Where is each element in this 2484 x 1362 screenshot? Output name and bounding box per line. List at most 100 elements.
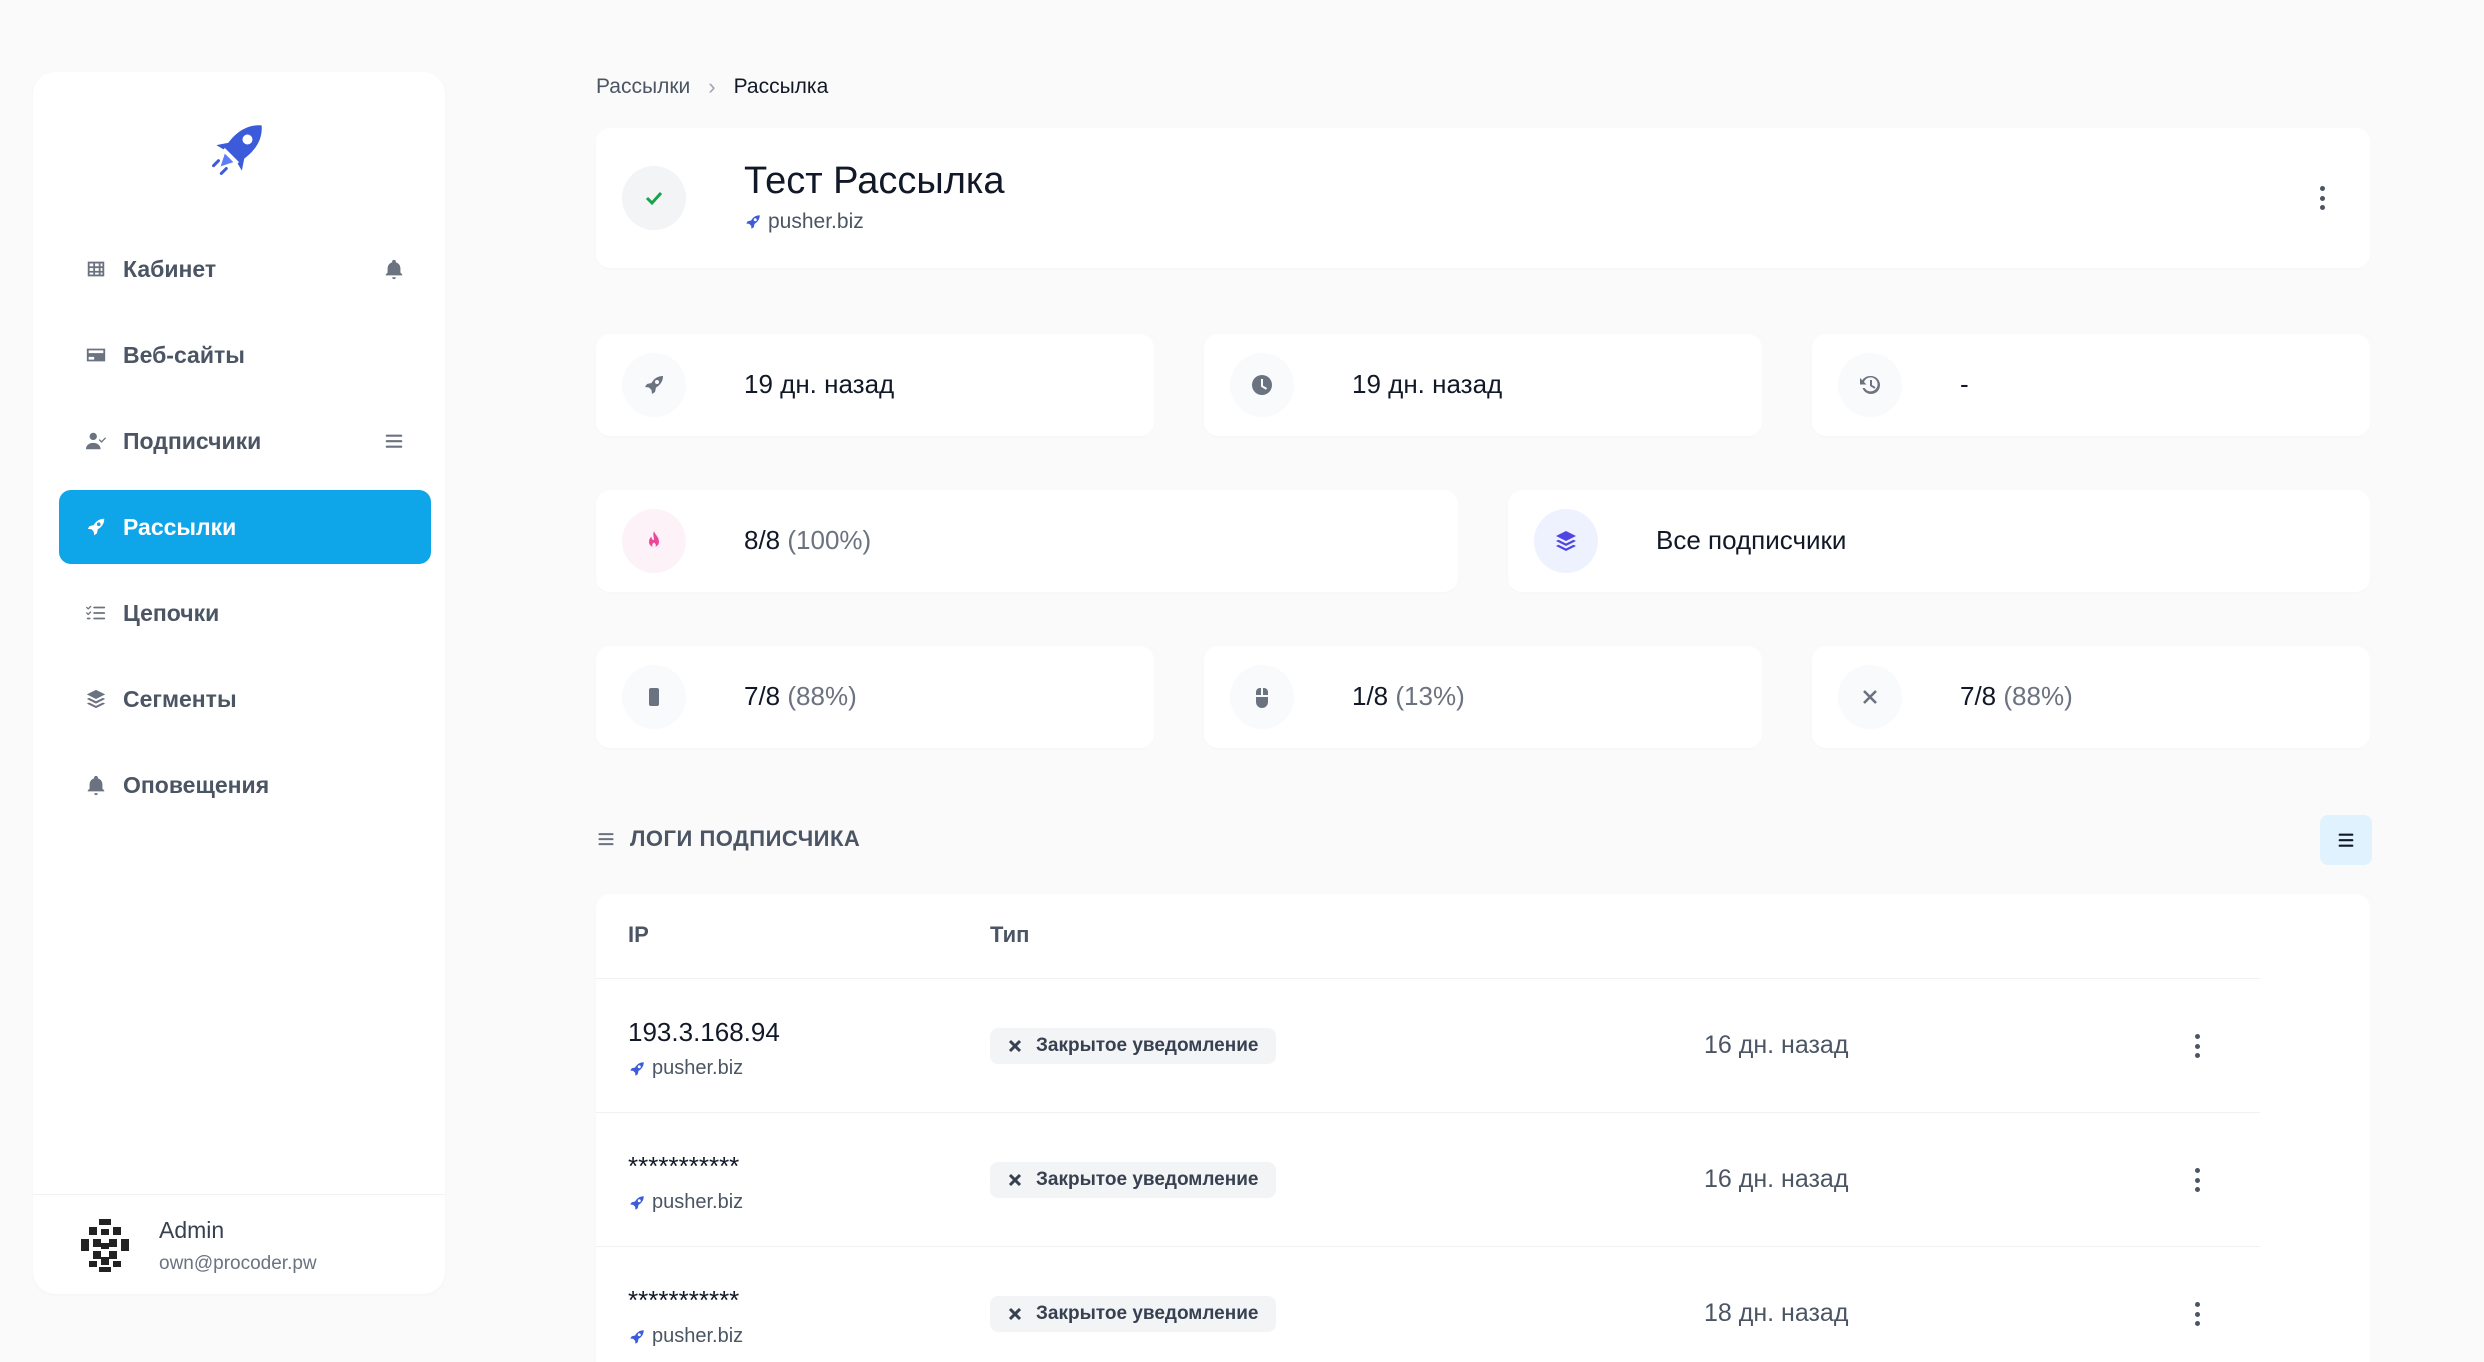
column-header-ip[interactable]: IP [628, 922, 649, 947]
stat-shown-value: 7/8 (88%) [744, 681, 857, 712]
sidebar-item-label: Кабинет [123, 255, 217, 282]
stat-clicked: 1/8 (13%) [1204, 646, 1762, 748]
mobile-icon [622, 665, 686, 729]
logs-title-text: ЛОГИ ПОДПИСЧИКА [630, 826, 861, 851]
breadcrumb: Рассылки › Рассылка [596, 74, 828, 100]
sidebar-item-chains[interactable]: Цепочки [59, 576, 431, 650]
user-check-icon [85, 430, 107, 452]
user-email: own@procoder.pw [159, 1253, 317, 1274]
rocket-logo-icon[interactable] [199, 108, 279, 188]
row-ip: 193.3.168.94 [628, 1017, 780, 1047]
stat-delivered-value: 8/8 (100%) [744, 525, 871, 556]
sidebar-item-websites[interactable]: Веб-сайты [59, 318, 431, 392]
checklist-icon [85, 602, 107, 624]
layers-icon [1534, 509, 1598, 573]
breadcrumb-current: Рассылка [733, 75, 829, 98]
user-profile[interactable]: Admin own@procoder.pw [33, 1194, 445, 1294]
avatar [77, 1217, 133, 1273]
row-time: 16 дн. назад [1704, 1165, 1849, 1193]
logs-table: IP Тип 193.3.168.94 pusher.biz Закрытое … [596, 894, 2370, 1362]
mailing-header-card: Тест Рассылка pusher.biz [596, 128, 2370, 268]
row-more-options-icon[interactable] [2185, 1163, 2209, 1197]
rocket-icon [628, 1194, 646, 1212]
menu-lines-icon [598, 833, 614, 846]
sidebar-item-mailings[interactable]: Рассылки [59, 490, 431, 564]
row-site-label: pusher.biz [652, 1057, 744, 1079]
row-more-options-icon[interactable] [2185, 1029, 2209, 1063]
bell-icon[interactable] [383, 258, 405, 280]
breadcrumb-parent-link[interactable]: Рассылки [596, 75, 691, 98]
row-time: 16 дн. назад [1704, 1031, 1849, 1059]
shown-count: 7/8 [744, 681, 781, 711]
bell-icon [85, 774, 107, 796]
rocket-icon [628, 1060, 646, 1078]
table-row: *********** pusher.biz Закрытое уведомле… [596, 1246, 2260, 1362]
type-badge: Закрытое уведомление [990, 1162, 1277, 1198]
table-row: *********** pusher.biz Закрытое уведомле… [596, 1112, 2260, 1246]
close-icon [1008, 1307, 1022, 1321]
row-more-options-icon[interactable] [2185, 1297, 2209, 1331]
menu-lines-icon [2338, 833, 2354, 847]
sidebar-nav: Кабинет Веб-сайты Подписчики Рассылки [59, 232, 431, 834]
stat-closed-value: 7/8 (88%) [1960, 681, 2073, 712]
row-ip: *********** [628, 1151, 740, 1181]
stat-sent-value: 19 дн. назад [744, 369, 895, 399]
closed-percent: (88%) [2003, 681, 2073, 711]
sidebar-item-segments[interactable]: Сегменты [59, 662, 431, 736]
close-icon [1838, 665, 1902, 729]
stat-clicked-value: 1/8 (13%) [1352, 681, 1465, 712]
sidebar-item-label: Оповещения [123, 771, 270, 798]
stat-shown: 7/8 (88%) [596, 646, 1154, 748]
type-badge-label: Закрытое уведомление [1036, 1035, 1259, 1056]
row-time: 18 дн. назад [1704, 1299, 1849, 1327]
close-icon [1008, 1039, 1022, 1053]
sidebar-item-label: Цепочки [123, 599, 220, 626]
mailing-site: pusher.biz [744, 210, 864, 234]
fire-icon [622, 509, 686, 573]
stat-segment-value: Все подписчики [1656, 525, 1847, 555]
page-title: Тест Рассылка [744, 160, 1005, 202]
site-label: pusher.biz [768, 210, 864, 233]
layers-icon [85, 688, 107, 710]
table-icon [85, 258, 107, 280]
row-site-label: pusher.biz [652, 1191, 744, 1213]
stat-delivered: 8/8 (100%) [596, 490, 1458, 592]
user-name: Admin [159, 1217, 225, 1243]
more-options-icon[interactable] [2310, 181, 2334, 215]
card-icon [85, 344, 107, 366]
sidebar-item-label: Рассылки [123, 513, 237, 540]
type-badge-label: Закрытое уведомление [1036, 1169, 1259, 1190]
delivered-percent: (100%) [787, 525, 872, 555]
clicked-percent: (13%) [1395, 681, 1465, 711]
list-view-button[interactable] [2320, 815, 2372, 865]
rocket-icon [622, 353, 686, 417]
sidebar-item-notifications[interactable]: Оповещения [59, 748, 431, 822]
status-indicator [622, 166, 686, 230]
type-badge: Закрытое уведомление [990, 1028, 1277, 1064]
shown-percent: (88%) [787, 681, 857, 711]
row-site: pusher.biz [628, 1057, 743, 1080]
check-icon [645, 191, 663, 206]
row-site: pusher.biz [628, 1191, 743, 1214]
sidebar-item-label: Сегменты [123, 685, 237, 712]
stat-history-value: - [1960, 369, 1969, 399]
table-row: 193.3.168.94 pusher.biz Закрытое уведомл… [596, 978, 2260, 1112]
chevron-right-icon: › [708, 74, 716, 99]
clicked-count: 1/8 [1352, 681, 1389, 711]
column-header-type[interactable]: Тип [990, 922, 1030, 947]
type-badge: Закрытое уведомление [990, 1296, 1277, 1332]
stat-segment: Все подписчики [1508, 490, 2370, 592]
sidebar: Кабинет Веб-сайты Подписчики Рассылки [33, 72, 445, 1294]
sidebar-item-cabinet[interactable]: Кабинет [59, 232, 431, 306]
clock-icon [1230, 353, 1294, 417]
sidebar-item-subscribers[interactable]: Подписчики [59, 404, 431, 478]
stat-history: - [1812, 334, 2370, 436]
sidebar-item-label: Подписчики [123, 427, 262, 454]
stat-scheduled: 19 дн. назад [1204, 334, 1762, 436]
menu-lines-icon[interactable] [383, 430, 405, 452]
mouse-icon [1230, 665, 1294, 729]
row-ip: *********** [628, 1285, 740, 1315]
row-site-label: pusher.biz [652, 1325, 744, 1347]
stat-closed: 7/8 (88%) [1812, 646, 2370, 748]
rocket-icon [744, 213, 762, 231]
